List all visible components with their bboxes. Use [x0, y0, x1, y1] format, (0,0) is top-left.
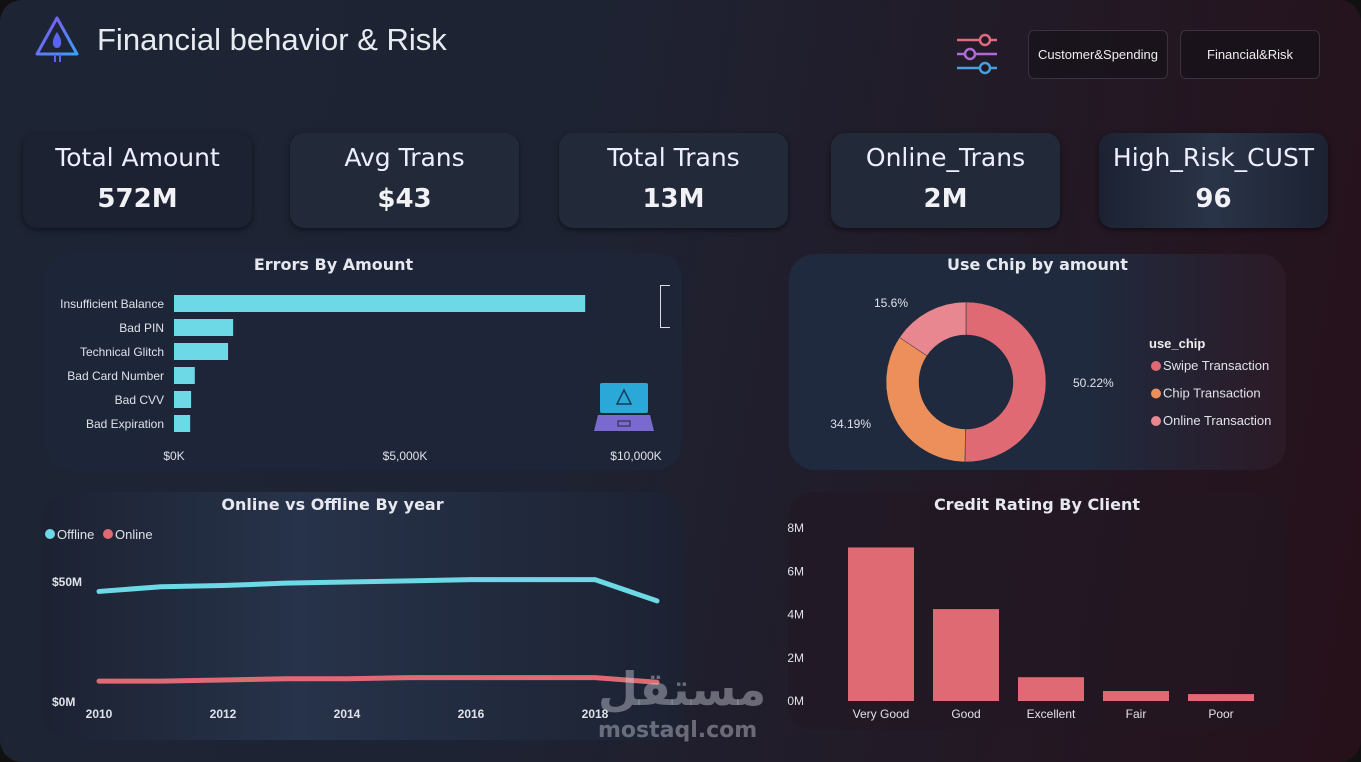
legend-item: Online Transaction — [1163, 413, 1271, 428]
credit-bar — [1103, 691, 1169, 701]
legend-marker — [1151, 416, 1161, 426]
slice-data-label: 34.19% — [830, 417, 871, 431]
watermark-arabic: مستقل — [598, 662, 767, 716]
credit-bar — [1018, 677, 1084, 701]
kpi-label: High_Risk_CUST — [1112, 143, 1315, 172]
filter-sliders-icon[interactable] — [955, 33, 1000, 75]
line-series-online — [96, 675, 660, 685]
kpi-label: Online_Trans — [865, 143, 1026, 172]
kpi-total-amount: Total Amount 572M — [23, 133, 252, 228]
legend-item: Swipe Transaction — [1163, 358, 1269, 373]
error-bar — [174, 367, 195, 384]
credit-bar — [933, 609, 999, 701]
x-tick-label: $0K — [163, 449, 184, 463]
legend-marker — [103, 529, 113, 539]
x-tick-label: 2016 — [458, 707, 485, 721]
errors-bar-chart: Insufficient Balance Bad PIN Technical Gli… — [60, 295, 662, 463]
error-category-label: Bad Expiration — [86, 417, 164, 431]
y-tick-label: 0M — [787, 694, 804, 708]
x-tick-label: Good — [951, 707, 980, 721]
use-chip-donut-chart: 50.22% Swipe Transaction 34.19% Chip Transa… — [830, 296, 1271, 463]
line-series-offline — [96, 577, 660, 604]
slice-data-label: 15.6% — [874, 296, 908, 310]
kpi-label: Avg Trans — [344, 143, 465, 172]
x-tick-label: Excellent — [1027, 707, 1076, 721]
y-tick-label: $0M — [52, 695, 75, 709]
x-tick-label: 2012 — [210, 707, 237, 721]
chart-title: Use Chip by amount — [947, 255, 1128, 274]
chart-title: Online vs Offline By year — [221, 495, 444, 514]
kpi-label: Total Trans — [607, 143, 740, 172]
error-bar — [174, 343, 229, 360]
kpi-value: 96 — [1195, 184, 1232, 214]
x-tick-label: Fair — [1126, 707, 1147, 721]
error-category-label: Bad PIN — [119, 321, 164, 335]
online-offline-line-chart: Offline Online $0M $50M 2010 2012 2014 2016 2018 — [45, 527, 660, 721]
error-bar — [174, 319, 234, 336]
y-tick-label: 6M — [787, 564, 804, 578]
slice-data-label: 50.22% — [1073, 376, 1114, 390]
y-tick-label: 8M — [787, 521, 804, 535]
x-tick-label: 2010 — [86, 707, 113, 721]
donut-slice — [899, 301, 967, 357]
kpi-value: 572M — [97, 184, 178, 214]
chart-title: Credit Rating By Client — [933, 495, 1141, 514]
kpi-label: Total Amount — [55, 143, 220, 172]
error-category-label: Bad CVV — [115, 393, 164, 407]
y-tick-label: $50M — [52, 575, 82, 589]
watermark-latin: mostaql.com — [598, 718, 758, 743]
error-category-label: Insufficient Balance — [60, 297, 164, 311]
nav-financial-risk-button[interactable]: Financial&Risk — [1180, 30, 1320, 79]
warning-fire-logo-icon — [35, 16, 79, 62]
laptop-warning-icon — [594, 383, 654, 431]
errors-by-amount-panel: Errors By Amount — [45, 253, 682, 470]
kpi-high-risk-cust: High_Risk_CUST 96 — [1099, 133, 1328, 228]
legend-item: Offline — [57, 527, 94, 542]
error-bar — [174, 295, 586, 312]
x-tick-label: $5,000K — [383, 449, 428, 463]
x-tick-label: 2014 — [334, 707, 361, 721]
page-title: Financial behavior & Risk — [97, 22, 447, 57]
legend-marker — [1151, 361, 1161, 371]
nav-customer-spending-button[interactable]: Customer&Spending — [1028, 30, 1168, 79]
error-category-label: Technical Glitch — [80, 345, 164, 359]
kpi-value: 2M — [923, 184, 968, 214]
kpi-value: $43 — [377, 184, 432, 214]
x-tick-label: 2018 — [582, 707, 609, 721]
legend-title: use_chip — [1149, 336, 1205, 351]
online-offline-panel: Online vs Offline By year — [43, 492, 682, 740]
error-bar — [174, 391, 192, 408]
credit-bar — [848, 547, 914, 701]
x-tick-label: Very Good — [853, 707, 910, 721]
error-category-label: Bad Card Number — [67, 369, 164, 383]
credit-rating-bar-chart: Very Good Good Excellent Fair Poor 0M 2M 4M 6M 8M — [787, 521, 1254, 721]
y-tick-label: 4M — [787, 608, 804, 622]
y-tick-label: 2M — [787, 651, 804, 665]
kpi-value: 13M — [642, 184, 705, 214]
credit-bar — [1188, 694, 1254, 701]
kpi-total-trans: Total Trans 13M — [559, 133, 788, 228]
legend-item: Online — [115, 527, 153, 542]
kpi-avg-trans: Avg Trans $43 — [290, 133, 519, 228]
legend-marker — [1151, 388, 1161, 399]
donut-slice — [885, 337, 966, 463]
kpi-online-trans: Online_Trans 2M — [831, 133, 1060, 228]
legend-marker — [45, 529, 55, 539]
legend-item: Chip Transaction — [1163, 386, 1261, 401]
x-tick-label: Poor — [1208, 707, 1233, 721]
donut-slice — [964, 301, 1047, 463]
error-bar — [174, 415, 191, 432]
x-tick-label: $10,000K — [610, 449, 661, 463]
chart-title: Errors By Amount — [253, 255, 414, 274]
scroll-handle[interactable] — [660, 285, 670, 328]
